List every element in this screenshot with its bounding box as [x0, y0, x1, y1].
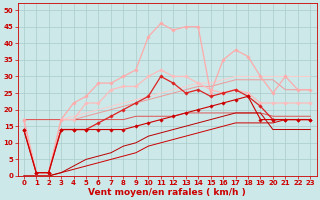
- X-axis label: Vent moyen/en rafales ( km/h ): Vent moyen/en rafales ( km/h ): [88, 188, 246, 197]
